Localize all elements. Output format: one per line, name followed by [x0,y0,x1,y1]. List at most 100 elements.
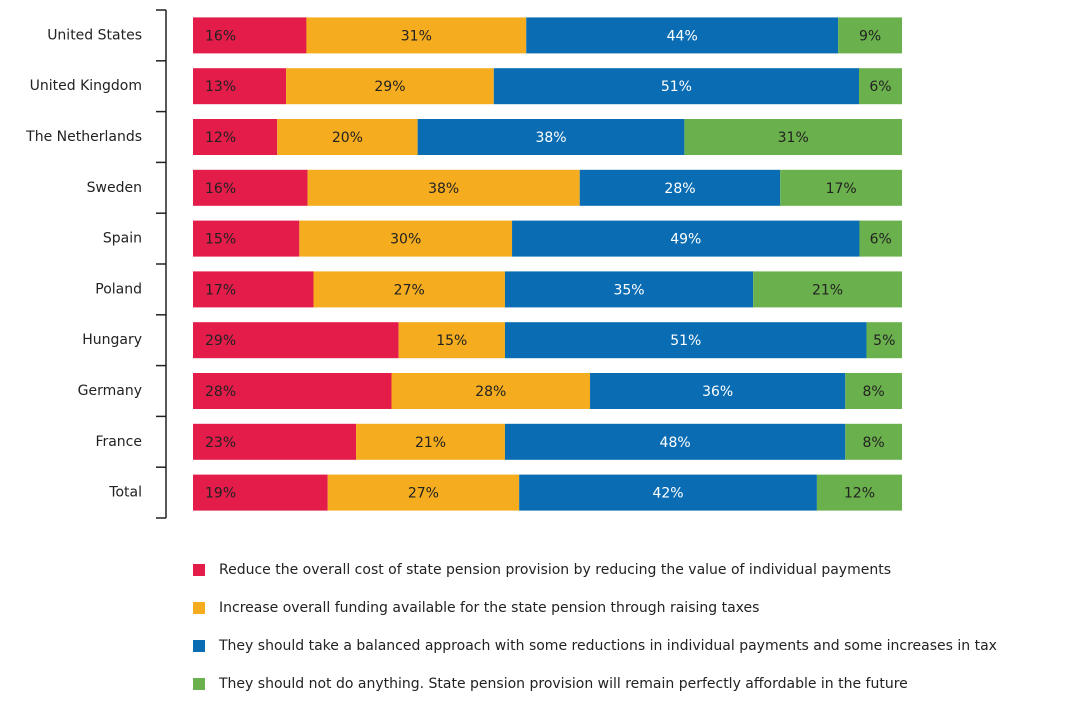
bar-segment [866,322,902,359]
category-label: The Netherlands [25,129,142,145]
value-label: 31% [778,130,809,146]
value-label: 38% [535,130,566,146]
value-label: 30% [390,232,421,248]
value-label: 48% [660,435,691,451]
value-label: 51% [670,333,701,349]
value-label: 20% [332,130,363,146]
bar-segment [845,423,902,460]
value-label: 44% [667,28,698,44]
value-label: 17% [205,282,236,298]
bar-segment [417,119,685,155]
value-label: 28% [664,181,695,197]
value-label: 28% [205,384,236,400]
bar-segment [193,423,357,460]
category-label: Total [108,485,142,501]
bar-segment [356,423,505,460]
legend-label: They should take a balanced approach wit… [218,638,997,654]
bar-segment [306,17,527,54]
value-label: 49% [670,232,701,248]
value-label: 38% [428,181,459,197]
category-label: United States [47,27,142,43]
legend-swatch [193,678,205,690]
bar-segment [193,322,399,359]
value-label: 16% [205,28,236,44]
value-label: 8% [863,384,885,400]
value-label: 15% [436,333,467,349]
value-label: 8% [863,435,885,451]
legend-label: They should not do anything. State pensi… [218,676,908,692]
legend-swatch [193,564,205,576]
value-label: 12% [844,486,875,502]
bar-segment [193,271,314,308]
value-label: 17% [826,181,857,197]
bar-segment [504,423,846,460]
value-label: 29% [374,79,405,95]
bar-segment [493,68,860,105]
bar-segment [753,271,902,308]
legend-swatch [193,640,205,652]
bar-segment [816,474,902,511]
value-label: 31% [401,28,432,44]
value-label: 27% [408,486,439,502]
bar-segment [313,271,505,308]
bar-segment [519,474,817,511]
bar-segment [398,322,505,359]
category-label: Germany [78,383,142,399]
legend-label: Reduce the overall cost of state pension… [219,562,891,578]
bar-segment [780,169,902,206]
bar-segment [193,17,307,54]
category-label: Poland [95,281,142,297]
bar-segment [277,119,418,155]
value-label: 28% [475,384,506,400]
bar-segment [193,119,278,155]
bar-segment [684,119,902,155]
value-label: 51% [661,79,692,95]
category-label: Sweden [87,180,142,196]
bar-segment [193,474,328,511]
category-label: United Kingdom [30,78,142,94]
category-label: Hungary [82,332,142,348]
bar-segment [504,271,754,308]
value-label: 5% [873,333,895,349]
value-label: 21% [415,435,446,451]
bar-segment [859,220,902,257]
bar-segment [307,169,580,206]
bar-segment [193,169,308,206]
bar-segment [286,68,494,105]
bar-segment [504,322,867,359]
bar-segment [579,169,781,206]
bar-segment [859,68,902,105]
value-label: 27% [394,282,425,298]
value-label: 23% [205,435,236,451]
bar-segment [391,373,591,409]
value-label: 36% [702,384,733,400]
bar-segment [193,373,392,409]
bar-segment [845,373,902,409]
bar-segment [590,373,846,409]
value-label: 29% [205,333,236,349]
value-label: 15% [205,232,236,248]
value-label: 6% [869,79,891,95]
value-label: 42% [652,486,683,502]
value-label: 12% [205,130,236,146]
value-label: 6% [870,232,892,248]
value-label: 9% [859,28,881,44]
value-label: 16% [205,181,236,197]
bar-segment [193,220,300,257]
bar-segment [512,220,860,257]
value-label: 19% [205,486,236,502]
category-label: France [95,434,142,450]
category-label: Spain [103,231,142,247]
bar-segment [193,68,287,105]
value-label: 35% [613,282,644,298]
bar-segment [299,220,513,257]
bar-segment [327,474,520,511]
legend-swatch [193,602,205,614]
bar-segment [838,17,902,54]
value-label: 21% [812,282,843,298]
value-label: 13% [205,79,236,95]
legend-label: Increase overall funding available for t… [219,600,759,616]
bar-segment [526,17,839,54]
